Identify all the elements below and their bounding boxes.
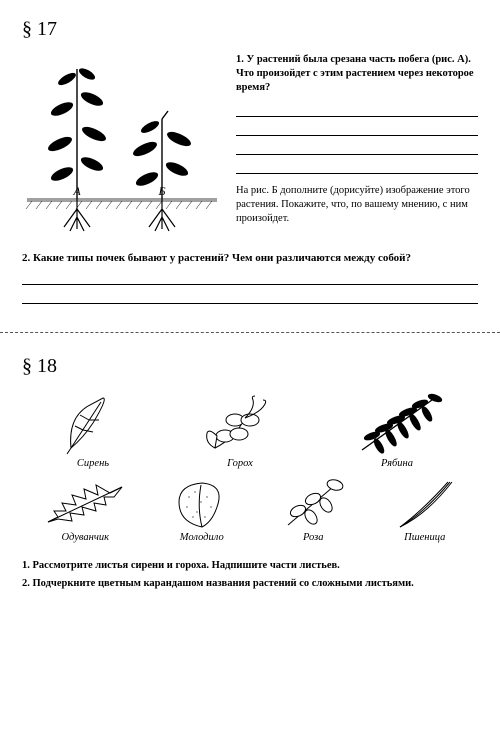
answer-line[interactable] bbox=[22, 270, 478, 285]
leaf-oduvanchik: Одуванчик bbox=[40, 477, 130, 543]
leaves-figure: Сирень Горох bbox=[22, 388, 478, 543]
question-1: 1. У растений была срезана часть побега … bbox=[236, 53, 478, 96]
section-17-heading: § 17 bbox=[22, 18, 478, 41]
section-18-heading: § 18 bbox=[22, 355, 478, 378]
plant-label-a: А bbox=[72, 184, 81, 198]
leaf-roza: Роза bbox=[273, 477, 353, 543]
task-1: 1. Рассмотрите листья сирени и гороха. Н… bbox=[22, 557, 478, 575]
page-divider bbox=[0, 332, 500, 333]
answer-line[interactable] bbox=[236, 121, 478, 136]
answer-line[interactable] bbox=[236, 102, 478, 117]
leaf-gorokh: Горох bbox=[195, 388, 285, 469]
answer-line[interactable] bbox=[22, 289, 478, 304]
answer-line[interactable] bbox=[236, 140, 478, 155]
plant-label-b: Б bbox=[157, 184, 165, 198]
leaf-molodilo: Молодило bbox=[167, 477, 237, 543]
plants-figure: А Б bbox=[22, 49, 222, 242]
section-18-tasks: 1. Рассмотрите листья сирени и гороха. Н… bbox=[22, 557, 478, 593]
figure-note: На рис. Б дополните (дорисуйте) изображе… bbox=[236, 184, 478, 227]
answer-line[interactable] bbox=[236, 159, 478, 174]
leaf-ryabina: Рябина bbox=[347, 388, 447, 469]
leaf-pshenitsa: Пшеница bbox=[390, 477, 460, 543]
task-2: 2. Подчеркните цветным карандашом назван… bbox=[22, 575, 478, 593]
leaf-siren: Сирень bbox=[53, 388, 133, 469]
section-17-top: А Б 1. У растений была срезана часть поб… bbox=[22, 49, 478, 242]
question-2: 2. Какие типы почек бывают у растений? Ч… bbox=[22, 252, 478, 264]
section-17-right: 1. У растений была срезана часть побега … bbox=[236, 49, 478, 242]
